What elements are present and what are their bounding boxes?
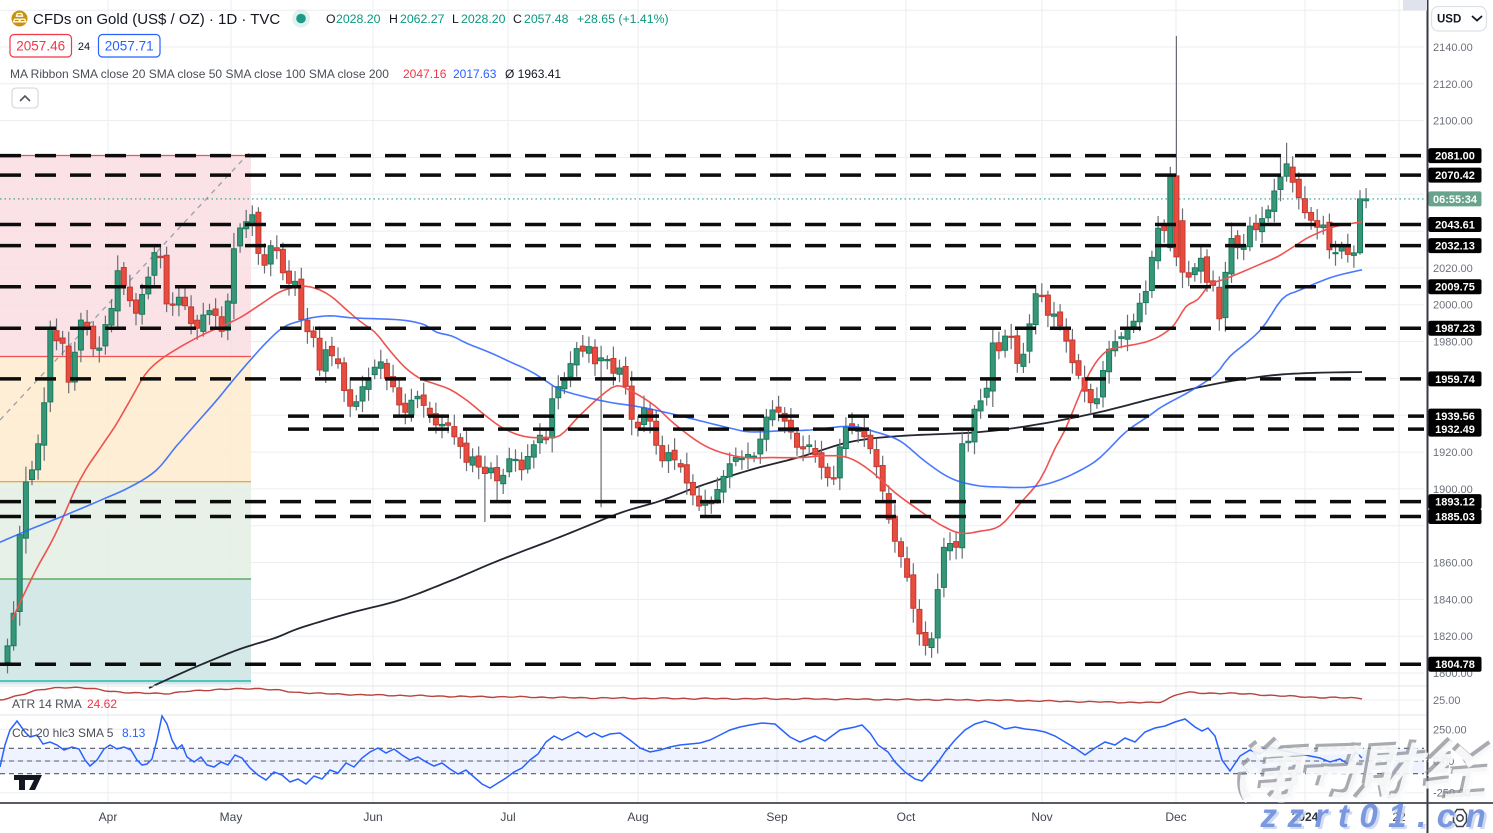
svg-text:2017.63: 2017.63 xyxy=(453,67,497,81)
svg-text:Jun: Jun xyxy=(363,810,382,824)
svg-text:1840.00: 1840.00 xyxy=(1433,594,1473,606)
svg-text:zzrt01.cn: zzrt01.cn xyxy=(1260,797,1493,833)
svg-text:2057.48: 2057.48 xyxy=(524,12,569,26)
svg-text:2000.00: 2000.00 xyxy=(1433,300,1473,312)
svg-text:USD: USD xyxy=(1437,14,1461,26)
svg-text:1804.78: 1804.78 xyxy=(1435,659,1475,671)
svg-text:MA Ribbon SMA close 20 SMA clo: MA Ribbon SMA close 20 SMA close 50 SMA … xyxy=(10,67,389,81)
svg-text:250.00: 250.00 xyxy=(1433,724,1467,736)
svg-text:2047.16: 2047.16 xyxy=(403,67,447,81)
svg-text:2043.61: 2043.61 xyxy=(1435,219,1475,231)
svg-text:2020.00: 2020.00 xyxy=(1433,263,1473,275)
svg-text:1900.00: 1900.00 xyxy=(1433,484,1473,496)
svg-text:1885.03: 1885.03 xyxy=(1435,511,1475,523)
svg-text:1980.00: 1980.00 xyxy=(1433,337,1473,349)
svg-text:2070.42: 2070.42 xyxy=(1435,170,1475,182)
svg-text:2100.00: 2100.00 xyxy=(1433,116,1473,128)
svg-text:1920.00: 1920.00 xyxy=(1433,447,1473,459)
svg-text:H: H xyxy=(389,12,398,26)
svg-text:1820.00: 1820.00 xyxy=(1433,631,1473,643)
svg-text:L: L xyxy=(452,12,459,26)
svg-text:1860.00: 1860.00 xyxy=(1433,558,1473,570)
svg-text:Dec: Dec xyxy=(1165,810,1186,824)
svg-text:2024: 2024 xyxy=(1292,810,1319,824)
svg-text:2032.13: 2032.13 xyxy=(1435,241,1475,253)
svg-text:06:55:34: 06:55:34 xyxy=(1433,194,1478,206)
svg-text:2120.00: 2120.00 xyxy=(1433,79,1473,91)
svg-text:Apr: Apr xyxy=(99,810,118,824)
svg-text:Ø 1963.41: Ø 1963.41 xyxy=(505,67,561,81)
svg-text:25.00: 25.00 xyxy=(1433,695,1461,707)
svg-text:Sep: Sep xyxy=(766,810,788,824)
svg-text:1932.49: 1932.49 xyxy=(1435,424,1475,436)
svg-text:O: O xyxy=(326,12,336,26)
svg-text:C: C xyxy=(513,12,522,26)
svg-text:Jul: Jul xyxy=(500,810,515,824)
svg-text:2028.20: 2028.20 xyxy=(336,12,381,26)
svg-text:2009.75: 2009.75 xyxy=(1435,282,1475,294)
svg-text:Aug: Aug xyxy=(627,810,648,824)
svg-text:+28.65 (+1.41%): +28.65 (+1.41%) xyxy=(577,12,669,26)
svg-text:zzrt01.cn: zzrt01.cn xyxy=(1262,799,1493,833)
svg-text:1987.23: 1987.23 xyxy=(1435,323,1475,335)
svg-text:ATR 14 RMA: ATR 14 RMA xyxy=(12,697,82,711)
svg-text:24: 24 xyxy=(78,41,90,53)
svg-text:CCI 20 hlc3 SMA 5: CCI 20 hlc3 SMA 5 xyxy=(12,726,114,740)
svg-text:1939.56: 1939.56 xyxy=(1435,411,1475,423)
svg-text:CFDs on Gold (US$ / OZ) · 1D ·: CFDs on Gold (US$ / OZ) · 1D · TVC xyxy=(33,11,280,28)
svg-text:22: 22 xyxy=(1392,810,1406,824)
svg-text:2057.46: 2057.46 xyxy=(16,39,65,54)
svg-text:Oct: Oct xyxy=(897,810,916,824)
svg-text:2081.00: 2081.00 xyxy=(1435,151,1475,163)
svg-text:May: May xyxy=(220,810,243,824)
svg-text:24.62: 24.62 xyxy=(87,697,117,711)
svg-text:2028.20: 2028.20 xyxy=(461,12,506,26)
svg-text:2140.00: 2140.00 xyxy=(1433,42,1473,54)
svg-text:2057.71: 2057.71 xyxy=(105,39,154,54)
svg-text:1959.74: 1959.74 xyxy=(1435,374,1476,386)
svg-text:8.13: 8.13 xyxy=(122,726,146,740)
svg-text:Nov: Nov xyxy=(1031,810,1052,824)
svg-text:2062.27: 2062.27 xyxy=(400,12,445,26)
svg-text:1893.12: 1893.12 xyxy=(1435,497,1475,509)
